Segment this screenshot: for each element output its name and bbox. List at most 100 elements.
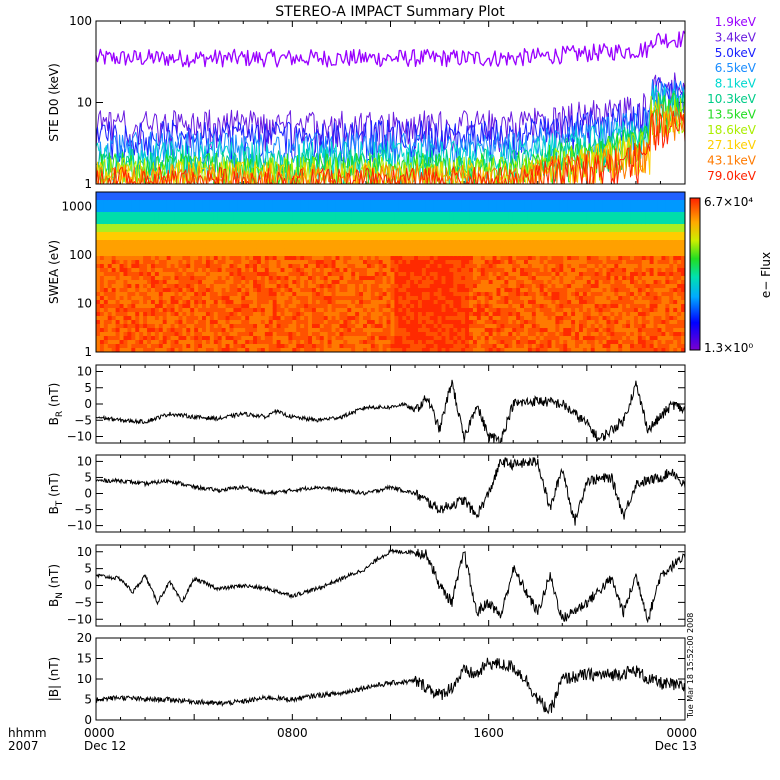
heatmap-cell bbox=[241, 340, 246, 345]
heatmap-cell bbox=[249, 332, 254, 337]
heatmap-cell bbox=[115, 300, 121, 305]
heatmap-cell bbox=[268, 348, 274, 353]
heatmap-cell bbox=[390, 248, 395, 253]
heatmap-cell bbox=[241, 316, 246, 321]
heatmap-cell bbox=[147, 224, 152, 229]
heatmap-cell bbox=[198, 212, 203, 217]
heatmap-cell bbox=[402, 276, 407, 281]
heatmap-cell bbox=[398, 192, 403, 197]
heatmap-cell bbox=[449, 200, 454, 205]
heatmap-cell bbox=[225, 312, 231, 317]
heatmap-cell bbox=[311, 228, 317, 233]
heatmap-cell bbox=[213, 292, 219, 297]
heatmap-cell bbox=[363, 284, 368, 289]
heatmap-cell bbox=[414, 260, 419, 265]
heatmap-cell bbox=[225, 236, 231, 241]
heatmap-cell bbox=[304, 248, 309, 253]
heatmap-cell bbox=[135, 256, 140, 261]
heatmap-cell bbox=[237, 272, 242, 277]
heatmap-cell bbox=[531, 272, 537, 277]
heatmap-cell bbox=[292, 264, 297, 269]
heatmap-cell bbox=[543, 268, 549, 273]
heatmap-cell bbox=[492, 212, 498, 217]
heatmap-cell bbox=[378, 244, 384, 249]
heatmap-cell bbox=[551, 304, 556, 309]
heatmap-cell bbox=[363, 264, 368, 269]
heatmap-cell bbox=[351, 216, 356, 221]
heatmap-cell bbox=[390, 276, 395, 281]
heatmap-cell bbox=[535, 296, 541, 301]
heatmap-cell bbox=[194, 200, 199, 205]
heatmap-cell bbox=[260, 260, 266, 265]
heatmap-cell bbox=[304, 304, 309, 309]
heatmap-cell bbox=[476, 212, 482, 217]
heatmap-cell bbox=[205, 260, 211, 265]
heatmap-cell bbox=[414, 208, 419, 213]
heatmap-cell bbox=[123, 324, 128, 329]
heatmap-cell bbox=[272, 228, 278, 233]
heatmap-cell bbox=[276, 268, 282, 273]
heatmap-cell bbox=[386, 240, 391, 245]
heatmap-cell bbox=[445, 196, 450, 201]
heatmap-cell bbox=[99, 296, 105, 301]
heatmap-cell bbox=[178, 328, 183, 333]
heatmap-cell bbox=[272, 316, 278, 321]
legend-entry: 18.6keV bbox=[707, 123, 757, 137]
heatmap-cell bbox=[194, 288, 199, 293]
heatmap-cell bbox=[386, 300, 391, 305]
heatmap-cell bbox=[139, 340, 144, 345]
heatmap-cell bbox=[304, 260, 309, 265]
heatmap-cell bbox=[213, 220, 219, 225]
heatmap-cell bbox=[516, 284, 521, 289]
heatmap-cell bbox=[264, 348, 270, 353]
heatmap-cell bbox=[217, 228, 223, 233]
heatmap-cell bbox=[225, 268, 231, 273]
heatmap-cell bbox=[123, 220, 128, 225]
heatmap-cell bbox=[304, 312, 309, 317]
heatmap-cell bbox=[174, 312, 179, 317]
heatmap-cell bbox=[355, 292, 360, 297]
heatmap-cell bbox=[414, 264, 419, 269]
heatmap-cell bbox=[535, 344, 541, 349]
heatmap-cell bbox=[370, 336, 376, 341]
heatmap-cell bbox=[253, 196, 258, 201]
ste-ylabel: STE D0 (keV) bbox=[47, 63, 61, 142]
heatmap-cell bbox=[194, 192, 199, 197]
heatmap-cell bbox=[449, 240, 454, 245]
heatmap-cell bbox=[520, 300, 525, 305]
heatmap-cell bbox=[492, 264, 498, 269]
heatmap-cell bbox=[276, 260, 282, 265]
heatmap-cell bbox=[437, 260, 443, 265]
heatmap-cell bbox=[390, 280, 395, 285]
heatmap-cell bbox=[382, 212, 388, 217]
heatmap-cell bbox=[429, 240, 435, 245]
heatmap-cell bbox=[563, 248, 568, 253]
heatmap-cell bbox=[327, 276, 333, 281]
heatmap-cell bbox=[119, 336, 124, 341]
heatmap-cell bbox=[370, 240, 376, 245]
heatmap-cell bbox=[539, 332, 545, 337]
heatmap-cell bbox=[272, 208, 278, 213]
heatmap-cell bbox=[488, 312, 494, 317]
heatmap-cell bbox=[288, 288, 293, 293]
heatmap-cell bbox=[335, 212, 340, 217]
heatmap-cell bbox=[209, 312, 215, 317]
heatmap-cell bbox=[421, 296, 427, 301]
heatmap-cell bbox=[359, 320, 364, 325]
heatmap-cell bbox=[390, 340, 395, 345]
heatmap-cell bbox=[504, 264, 509, 269]
heatmap-cell bbox=[150, 228, 156, 233]
heatmap-cell bbox=[131, 348, 136, 353]
heatmap-cell bbox=[127, 256, 132, 261]
heatmap-cell bbox=[221, 244, 227, 249]
heatmap-cell bbox=[520, 240, 525, 245]
heatmap-cell bbox=[158, 240, 164, 245]
heatmap-cell bbox=[119, 288, 124, 293]
heatmap-cell bbox=[174, 328, 179, 333]
heatmap-cell bbox=[213, 324, 219, 329]
heatmap-cell bbox=[465, 244, 470, 249]
heatmap-cell bbox=[531, 268, 537, 273]
heatmap-cell bbox=[531, 196, 537, 201]
heatmap-cell bbox=[174, 332, 179, 337]
heatmap-cell bbox=[555, 296, 560, 301]
